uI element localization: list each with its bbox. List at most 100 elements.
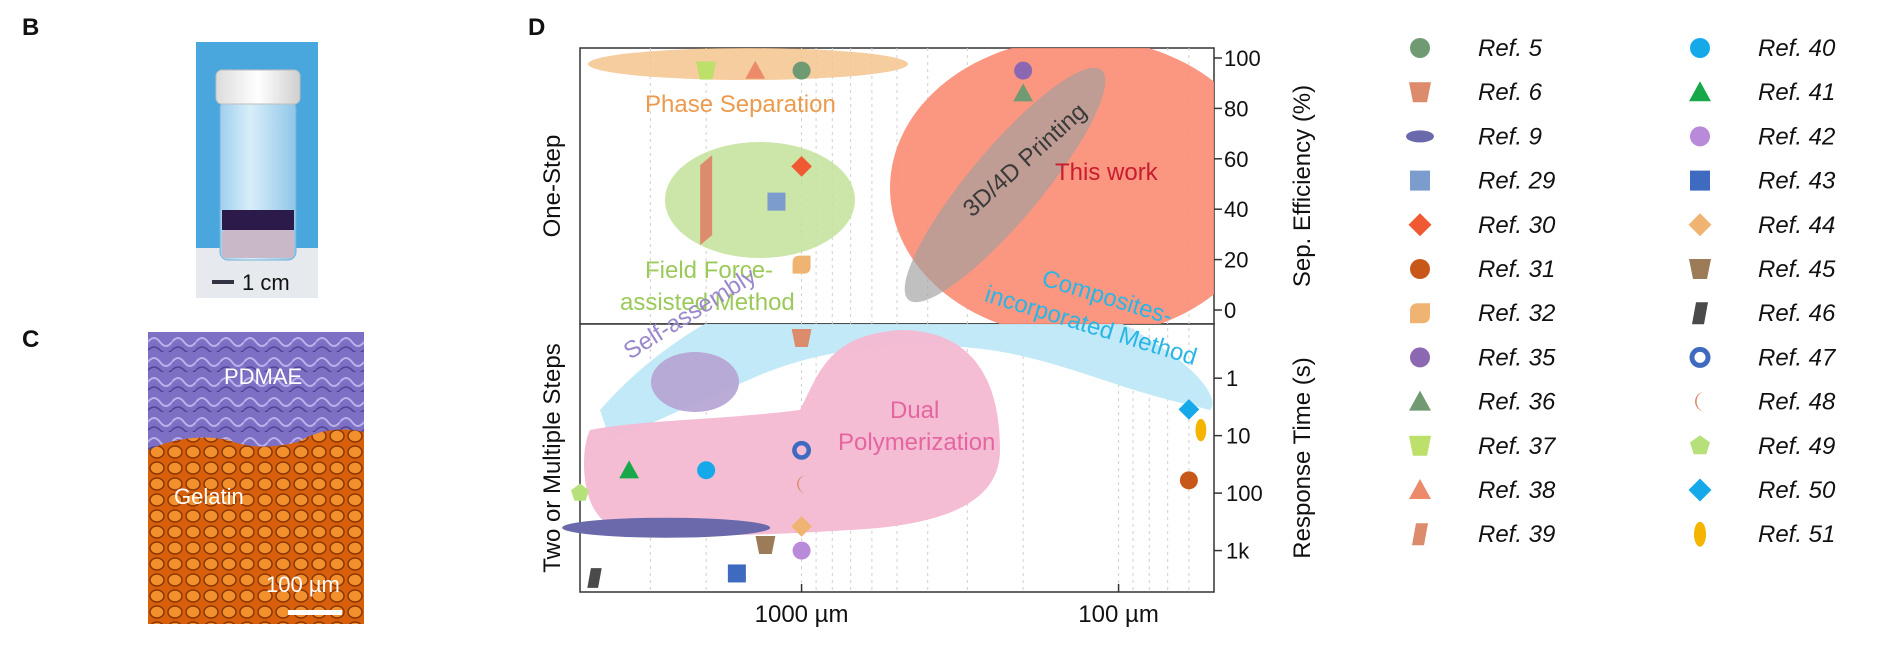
legend-marker-ref-40 [1690,38,1710,58]
field-force-label: Field Force- assisted Method [620,257,795,316]
region-dual-polymerization [584,330,1000,535]
region-phase-separation [588,48,908,80]
legend-marker-ref-6 [1409,82,1431,103]
bottom-regions [584,324,1213,535]
marker-ref-46 [587,568,602,588]
x-tick-label: 100 µm [1078,601,1159,628]
legend-label: Ref. 38 [1478,477,1556,504]
legend-label: Ref. 47 [1758,344,1837,371]
scale-bar-label-c: 100 µm [266,572,340,597]
legend-label: Ref. 50 [1758,477,1836,504]
legend-label: Ref. 40 [1758,35,1836,62]
row-label-multi-step: Two or Multiple Steps [539,343,566,572]
y-tick-label-top: 60 [1224,147,1248,172]
legend-label: Ref. 29 [1478,168,1555,195]
dual-polymerization-label: Dual Polymerization [838,397,995,456]
phase-separation-label: Phase Separation [645,91,836,118]
legend-label: Ref. 42 [1758,123,1835,150]
sem-image: PDMAE Gelatin 100 µm [148,332,364,624]
legend-marker-ref-46 [1692,302,1708,325]
legend-label: Ref. 6 [1478,79,1543,106]
y-tick-label-bottom: 100 [1226,481,1263,506]
marker-ref-45 [755,536,776,555]
marker-ref-42 [792,541,811,560]
legend-marker-ref-35 [1410,347,1430,368]
legend-marker-ref-41 [1689,81,1711,102]
panel-letter-d: D [528,14,546,41]
main-chart: Phase Separation Field Force- assisted M… [539,46,1316,628]
legend-marker-ref-48 [1695,391,1705,412]
vial-illustration [196,69,318,298]
y-tick-label-top: 100 [1224,46,1261,71]
legend-marker-ref-29 [1410,170,1430,191]
pdmae-label: PDMAE [224,364,303,389]
legend-label: Ref. 51 [1758,521,1835,548]
y-tick-label-top: 80 [1224,96,1248,121]
marker-ref-29 [767,192,786,211]
y-tick-label-bottom: 1 [1226,366,1238,391]
gelatin-label: Gelatin [174,484,244,509]
data-markers [562,60,1207,588]
region-composites [600,324,1213,440]
legend-marker-ref-45 [1689,259,1711,279]
legend-marker-ref-31 [1410,259,1430,279]
marker-ref-50 [1178,399,1200,420]
legend-label: Ref. 35 [1478,344,1556,371]
panel-letter-c: C [22,326,40,353]
region-field-force [665,142,855,258]
marker-ref-40 [697,461,716,480]
region-printing [904,67,1106,303]
ylabel-response: Response Time (s) [1289,357,1316,558]
legend-label: Ref. 49 [1758,433,1835,460]
marker-ref-6 [791,329,812,347]
legend-label: Ref. 31 [1478,256,1555,283]
marker-ref-36 [1013,83,1034,102]
marker-ref-44 [791,516,812,537]
legend-marker-ref-42 [1690,126,1710,147]
marker-ref-32 [792,255,811,274]
legend-label: Ref. 30 [1478,212,1556,239]
y-tick-label-bottom: 1k [1226,539,1250,564]
legend-marker-ref-47 [1689,346,1711,368]
this-work-label: This work [1055,159,1159,186]
legend-marker-ref-50 [1688,478,1712,502]
legend-label: Ref. 32 [1478,300,1555,327]
legend-label: Ref. 9 [1478,123,1542,150]
legend-label: Ref. 44 [1758,212,1835,239]
legend-label: Ref. 41 [1758,79,1835,106]
top-regions [588,48,1214,324]
legend-marker-ref-36 [1409,390,1431,411]
legend-marker-ref-9 [1406,130,1434,143]
legend-label: Ref. 45 [1758,256,1836,283]
legend-label: Ref. 46 [1758,300,1836,327]
legend: Ref. 5 Ref. 6 Ref. 9 Ref. 29 Ref. 30 Ref. 31 R… [1406,35,1837,548]
marker-ref-51 [1195,418,1207,442]
marker-ref-39 [700,155,713,246]
marker-ref-31 [1179,471,1198,490]
legend-label: Ref. 39 [1478,521,1555,548]
y-tick-label-top: 0 [1224,298,1236,323]
scale-bar-label-b: 1 cm [242,270,290,295]
marker-ref-30 [791,156,812,177]
row-label-one-step: One-Step [539,135,566,238]
marker-ref-38 [745,60,766,79]
marker-ref-9 [562,517,771,538]
y-tick-label-top: 40 [1224,197,1248,222]
legend-label: Ref. 36 [1478,389,1556,416]
y-tick-label-bottom: 10 [1226,424,1250,449]
marker-ref-5 [792,61,811,80]
legend-marker-ref-30 [1408,213,1432,237]
x-tick-label: 1000 µm [755,601,849,628]
legend-marker-ref-44 [1688,213,1712,237]
legend-marker-ref-51 [1694,521,1706,547]
marker-ref-49 [571,483,589,501]
marker-ref-48 [797,475,807,494]
axes: 1000 µm 100 µm 0 20 40 60 80 100 1 10 100 1k [755,46,1263,628]
marker-ref-43 [727,564,746,583]
marker-ref-37 [696,61,717,80]
region-self-assembly [651,352,739,412]
marker-ref-35 [1014,61,1033,80]
legend-marker-ref-43 [1690,170,1710,191]
marker-ref-47 [792,440,812,460]
sem-illustration [148,332,364,624]
